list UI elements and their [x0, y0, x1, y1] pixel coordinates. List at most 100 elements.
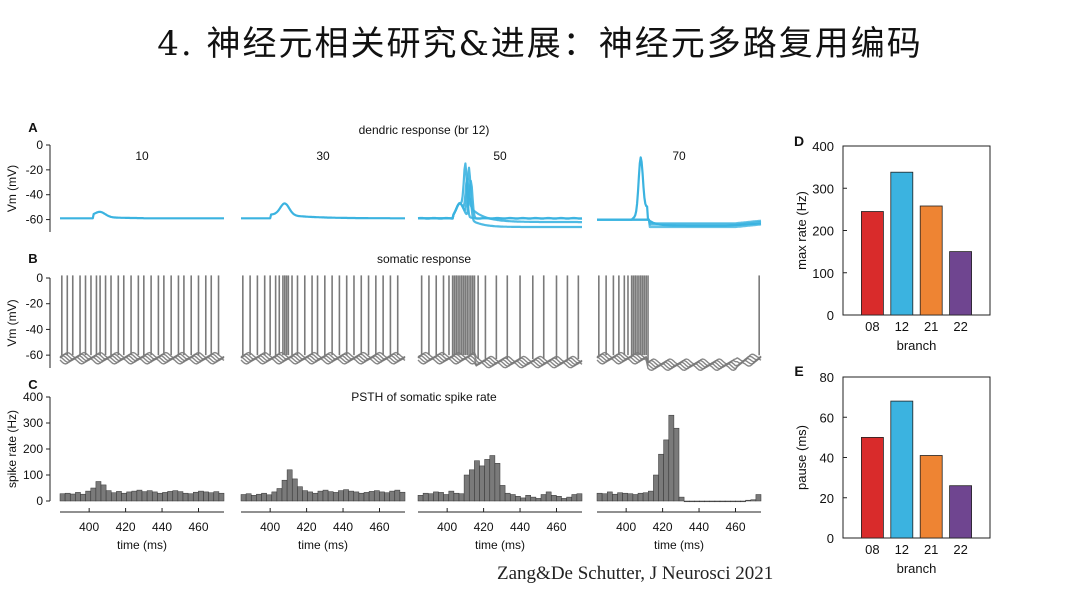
panel-e-y-tick-label: 20	[820, 491, 834, 506]
panel-d-x-tick-label: 08	[865, 319, 879, 334]
psth-bar	[266, 494, 272, 502]
panel-c-y-tick-label: 300	[23, 416, 43, 430]
panel-e-bar	[919, 455, 943, 539]
panel-d-y-tick-label: 300	[812, 181, 834, 196]
psth-bar	[714, 500, 721, 503]
psth-bar	[182, 492, 189, 502]
psth-bar	[213, 491, 220, 502]
psth-bar	[131, 490, 138, 502]
psth-bar	[136, 489, 143, 502]
psth-bar	[203, 491, 209, 502]
psth-bar	[187, 493, 194, 502]
psth-bar	[463, 474, 470, 502]
psth-bar	[750, 499, 757, 502]
psth-bar	[653, 474, 659, 502]
dendrite-trace	[417, 162, 583, 220]
psth-bar	[499, 485, 506, 502]
panel-d-y-tick-label: 0	[827, 308, 834, 323]
psth-bar	[348, 490, 354, 502]
psth-bar	[561, 498, 567, 502]
psth-bar	[571, 494, 578, 502]
psth-bar	[668, 414, 675, 502]
psth-bar	[312, 492, 319, 502]
panel-a-y-tick-label: -60	[26, 213, 44, 227]
panel-b-label: B	[28, 251, 37, 266]
panel-a-title: dendric response (br 12)	[359, 123, 490, 137]
psth-bar	[146, 490, 153, 502]
psth-bar	[689, 500, 695, 503]
psth-bar	[240, 494, 247, 502]
psth-bar	[162, 492, 168, 502]
panel-c-ylabel: spike rate (Hz)	[5, 410, 19, 488]
dendrite-trace	[596, 156, 762, 227]
psth-bar	[333, 492, 339, 502]
panel-a-subplot-label: 70	[672, 149, 686, 163]
psth-bar	[663, 439, 669, 502]
panel-c-x-tick-label: 440	[689, 520, 709, 534]
panel-e-x-tick-label: 22	[953, 542, 967, 557]
psth-bar	[281, 479, 288, 502]
citation: Zang&De Schutter, J Neurosci 2021	[497, 563, 774, 584]
panel-b-y-tick-label: -20	[26, 297, 44, 311]
psth-bar	[699, 500, 705, 503]
psth-bar	[59, 493, 66, 502]
psth-bar	[648, 490, 654, 502]
panel-e-ylabel: pause (ms)	[794, 425, 809, 490]
psth-bar	[540, 494, 547, 502]
psth-bar	[327, 491, 334, 502]
panel-e-y-tick-label: 80	[820, 370, 834, 385]
psth-bar	[208, 492, 214, 502]
psth-bar	[637, 492, 644, 502]
psth-bar	[632, 494, 639, 502]
panel-c-x-tick-label: 400	[616, 520, 636, 534]
psth-bar	[724, 500, 731, 503]
panel-d-bar	[919, 205, 943, 316]
psth-bar	[433, 491, 439, 502]
psth-bar	[256, 493, 262, 502]
psth-bar	[704, 500, 710, 503]
panel-e-bar	[861, 436, 884, 539]
psth-bar	[453, 492, 460, 502]
panel-a-y-tick-label: 0	[36, 138, 43, 152]
psth-bar	[417, 495, 424, 502]
psth-bar	[394, 489, 401, 502]
psth-bar	[251, 495, 257, 502]
panel-c-label: C	[28, 377, 38, 392]
dendrite-trace	[417, 179, 583, 220]
psth-bar	[683, 500, 690, 503]
psth-bar	[642, 492, 649, 502]
panel-a-y-tick-label: -20	[26, 163, 44, 177]
panel-e-xlabel: branch	[897, 561, 937, 576]
psth-bar	[443, 494, 449, 502]
panel-e-x-tick-label: 08	[865, 542, 879, 557]
psth-bar	[338, 490, 344, 502]
panel-d-x-tick-label: 12	[895, 319, 909, 334]
psth-bar	[438, 492, 444, 502]
psth-bar	[735, 500, 741, 503]
psth-bar	[358, 492, 365, 502]
panel-c-title: PSTH of somatic spike rate	[351, 390, 497, 404]
psth-bar	[479, 465, 485, 502]
psth-bar	[673, 427, 680, 502]
panel-d-xlabel: branch	[897, 338, 937, 353]
psth-bar	[694, 500, 700, 503]
soma-baseline	[596, 358, 762, 371]
psth-bar	[530, 496, 537, 502]
panel-b-ylabel: Vm (mV)	[5, 299, 19, 346]
psth-bar	[607, 491, 613, 502]
panel-c-x-tick-label: 460	[369, 520, 389, 534]
psth-bar	[116, 491, 122, 502]
panel-d-bar	[890, 171, 914, 316]
psth-bar	[261, 492, 267, 502]
psth-bar	[504, 492, 511, 502]
psth-bar	[458, 493, 465, 502]
psth-bar	[755, 494, 762, 502]
psth-bar	[469, 469, 475, 502]
panel-e-label: E	[794, 363, 803, 379]
psth-bar	[198, 490, 204, 502]
psth-bar	[510, 494, 516, 502]
psth-bar	[384, 492, 390, 502]
psth-bar	[494, 463, 501, 502]
panel-d-x-tick-label: 21	[924, 319, 938, 334]
psth-bar	[307, 491, 313, 502]
